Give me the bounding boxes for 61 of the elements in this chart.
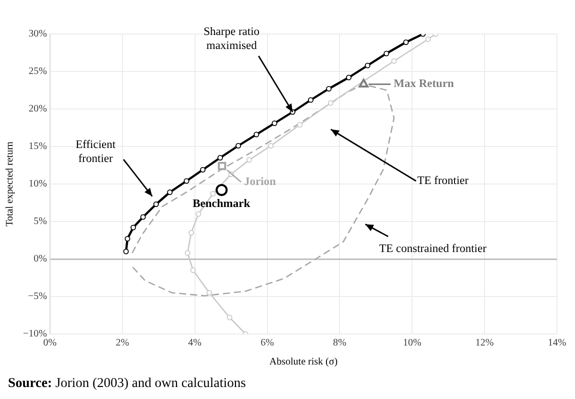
y-tick-label: 15% (28, 141, 47, 152)
point (200, 167, 206, 172)
x-tick-label: 8% (333, 338, 346, 349)
y-tick-label: 20% (28, 104, 47, 115)
point (236, 143, 242, 148)
point (123, 248, 129, 254)
point (328, 100, 334, 106)
y-tick-label: 0% (34, 254, 47, 265)
x-tick-label: 0% (43, 338, 57, 349)
source-note: Source: Jorion (2003) and own calculations (8, 375, 246, 390)
x-tick-label: 10% (402, 338, 422, 349)
annotation: TE frontier (416, 174, 470, 188)
y-tick-label: 25% (28, 66, 47, 78)
point (218, 162, 226, 170)
point (190, 268, 196, 273)
point (364, 62, 370, 68)
point (167, 190, 173, 195)
x-axis-title: Absolute risk (σ) (269, 356, 338, 368)
point (254, 132, 260, 138)
annotation: Jorion (244, 175, 276, 189)
point (153, 202, 159, 207)
y-axis-title: Total expected return (4, 142, 16, 226)
point (226, 314, 232, 320)
point (184, 178, 190, 184)
point (272, 120, 278, 126)
point (196, 211, 202, 217)
x-tick-label: 4% (188, 338, 202, 349)
point (384, 50, 390, 56)
point (188, 230, 194, 236)
y-tick-label: −10% (22, 328, 47, 340)
point (124, 236, 130, 242)
point (346, 74, 352, 80)
point (425, 36, 431, 42)
point (184, 250, 190, 256)
x-tick-label: 12% (475, 338, 494, 349)
point (246, 157, 252, 163)
y-tick-label: 10% (28, 178, 47, 190)
point (216, 184, 228, 196)
annotation: Benchmark (192, 197, 250, 211)
point (391, 58, 397, 64)
annotation: TE constrained frontier (378, 242, 488, 256)
point (297, 122, 303, 128)
point (403, 40, 409, 45)
point (268, 143, 274, 148)
point (210, 191, 216, 196)
y-tick-label: −5% (28, 291, 47, 302)
point (217, 155, 223, 160)
y-tick-label: 5% (34, 216, 47, 228)
point (326, 86, 332, 92)
x-tick-label: 14% (548, 338, 566, 349)
annotation: Sharpe ratio maximised (202, 25, 261, 53)
point (140, 214, 146, 220)
annotation: Max Return (394, 77, 454, 92)
point (206, 290, 212, 296)
point (358, 78, 368, 88)
point (130, 224, 136, 230)
y-tick-label: 30% (28, 28, 47, 40)
x-tick-label: 2% (116, 338, 130, 349)
x-tick-label: 6% (260, 338, 274, 349)
point (308, 97, 314, 103)
annotation: Efficient frontier (74, 138, 117, 166)
